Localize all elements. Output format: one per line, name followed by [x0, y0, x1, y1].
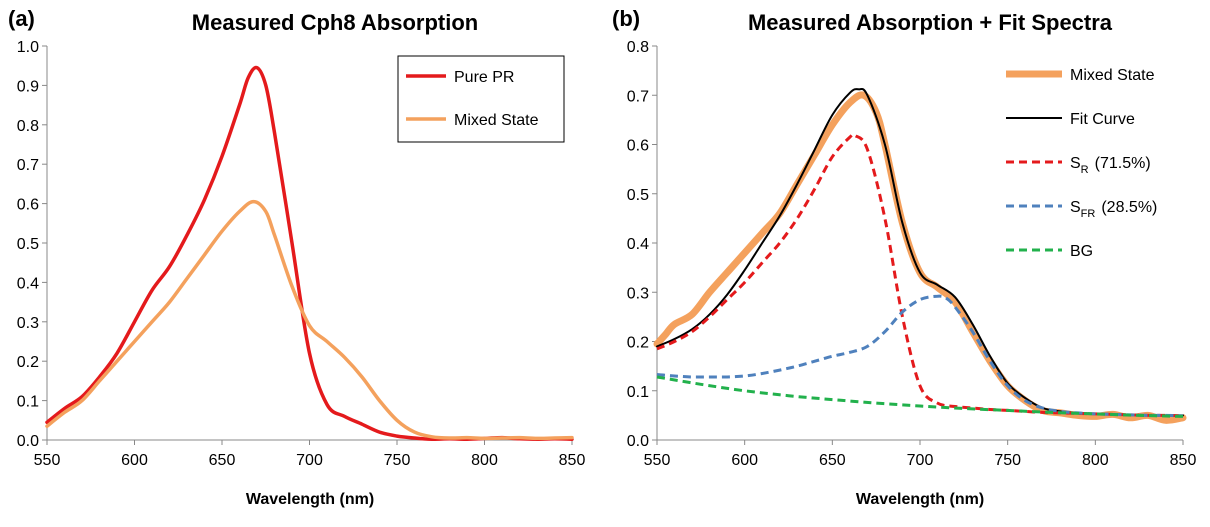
series-line-2: [656, 132, 1184, 418]
x-tick-label: 650: [209, 452, 236, 469]
legend-box: [397, 55, 565, 143]
legend-label-0: Pure PR: [454, 69, 514, 86]
y-tick-label: 0.9: [17, 78, 39, 95]
series-line-4: [656, 375, 1184, 418]
y-tick-label: 0.2: [627, 335, 649, 352]
y-tick-label: 0.8: [627, 39, 649, 56]
y-tick-label: 0.5: [627, 187, 649, 204]
panel-a: (a) Measured Cph8 Absorption 0.0 0.1 0.2 0.3 0…: [8, 6, 585, 508]
y-tick-label: 0.4: [17, 275, 39, 292]
x-tick-label: 800: [1082, 452, 1109, 469]
panel-b: (b) Measured Absorption + Fit Spectra 0.0 0…: [612, 6, 1196, 508]
legend-label-0: Mixed State: [1070, 67, 1155, 84]
y-tick-label: 0.7: [17, 157, 39, 174]
series-line-1: [45, 199, 574, 441]
y-tick-label: 0.4: [627, 236, 649, 253]
legend-label-1: Fit Curve: [1070, 111, 1135, 128]
x-tick-label: 600: [731, 452, 758, 469]
x-axis-label: Wavelength (nm): [246, 491, 374, 508]
y-tick-label: 1.0: [17, 39, 39, 56]
panel-label: (a): [8, 6, 35, 31]
x-tick-label: 700: [296, 452, 323, 469]
x-tick-label: 600: [121, 452, 148, 469]
legend-label-1: Mixed State: [454, 112, 539, 129]
chart-title: Measured Cph8 Absorption: [192, 10, 478, 35]
x-tick-label: 650: [819, 452, 846, 469]
x-tick-label: 750: [384, 452, 411, 469]
series-line-0: [653, 91, 1187, 424]
y-tick-label: 0.8: [17, 118, 39, 135]
y-tick-label: 0.0: [627, 433, 649, 450]
x-tick-label: 700: [907, 452, 934, 469]
series-line-3: [656, 294, 1184, 418]
y-tick-label: 0.3: [17, 315, 39, 332]
y-tick-label: 0.3: [627, 285, 649, 302]
y-tick-label: 0.7: [627, 88, 649, 105]
x-axis-label: Wavelength (nm): [856, 491, 984, 508]
y-tick-label: 0.0: [17, 433, 39, 450]
y-tick-label: 0.1: [627, 384, 649, 401]
legend-label-3: SFR (28.5%): [1070, 199, 1157, 220]
x-tick-label: 800: [471, 452, 498, 469]
y-tick-label: 0.6: [17, 197, 39, 214]
series-line-1: [656, 87, 1184, 417]
legend-label-4: BG: [1070, 243, 1093, 260]
y-tick-label: 0.2: [17, 354, 39, 371]
y-tick-label: 0.5: [17, 236, 39, 253]
x-tick-label: 850: [1170, 452, 1197, 469]
x-tick-label: 550: [644, 452, 671, 469]
x-tick-label: 850: [559, 452, 586, 469]
x-tick-label: 550: [34, 452, 61, 469]
y-tick-label: 0.1: [17, 394, 39, 411]
y-tick-label: 0.6: [627, 138, 649, 155]
legend-label-2: SR (71.5%): [1070, 155, 1151, 176]
panel-label: (b): [612, 6, 640, 31]
chart-title: Measured Absorption + Fit Spectra: [748, 10, 1113, 35]
legend: Pure PR Mixed State: [397, 55, 565, 143]
legend: Mixed State Fit Curve SR (71.5%) SFR (28.5%) B…: [1006, 67, 1157, 260]
x-tick-label: 750: [994, 452, 1021, 469]
